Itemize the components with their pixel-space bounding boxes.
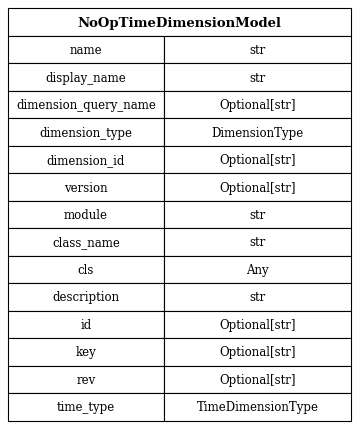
Text: module: module [64,209,108,221]
Text: time_type: time_type [57,400,115,413]
Bar [8,37,164,64]
Bar [164,229,351,256]
Bar [8,393,164,421]
Bar [8,366,164,393]
Bar [164,147,351,174]
Bar [8,229,164,256]
Text: description: description [52,291,120,304]
Text: name: name [70,44,102,57]
Text: version: version [64,181,108,194]
Text: str: str [250,209,266,221]
Bar [164,64,351,92]
Text: cls: cls [78,263,94,276]
Text: Optional[str]: Optional[str] [219,373,296,386]
Bar [8,64,164,92]
Text: Optional[str]: Optional[str] [219,154,296,167]
Text: class_name: class_name [52,236,120,249]
Text: str: str [250,291,266,304]
Bar [164,311,351,338]
Bar [164,92,351,119]
Text: dimension_id: dimension_id [47,154,125,167]
Bar [164,256,351,283]
Bar [164,393,351,421]
Text: Optional[str]: Optional[str] [219,99,296,112]
Bar [8,174,164,201]
Bar [8,201,164,229]
Text: dimension_query_name: dimension_query_name [16,99,156,112]
Text: NoOpTimeDimensionModel: NoOpTimeDimensionModel [78,17,281,30]
Text: dimension_type: dimension_type [39,126,132,139]
Text: Optional[str]: Optional[str] [219,181,296,194]
Text: rev: rev [76,373,95,386]
Text: key: key [76,346,96,359]
Bar [164,174,351,201]
Bar [8,147,164,174]
Bar [164,283,351,311]
Bar [164,37,351,64]
Bar [8,119,164,147]
Bar [164,119,351,147]
Bar [8,311,164,338]
Text: TimeDimensionType: TimeDimensionType [197,400,318,413]
Text: Optional[str]: Optional[str] [219,346,296,359]
Bar [164,338,351,366]
Bar [8,256,164,283]
Text: display_name: display_name [46,71,126,84]
Bar [8,9,351,37]
Text: DimensionType: DimensionType [211,126,304,139]
Bar [164,201,351,229]
Text: str: str [250,71,266,84]
Text: str: str [250,44,266,57]
Text: str: str [250,236,266,249]
Text: id: id [80,318,92,331]
Bar [8,92,164,119]
Bar [8,338,164,366]
Text: Any: Any [246,263,269,276]
Bar [8,283,164,311]
Bar [164,366,351,393]
Text: Optional[str]: Optional[str] [219,318,296,331]
